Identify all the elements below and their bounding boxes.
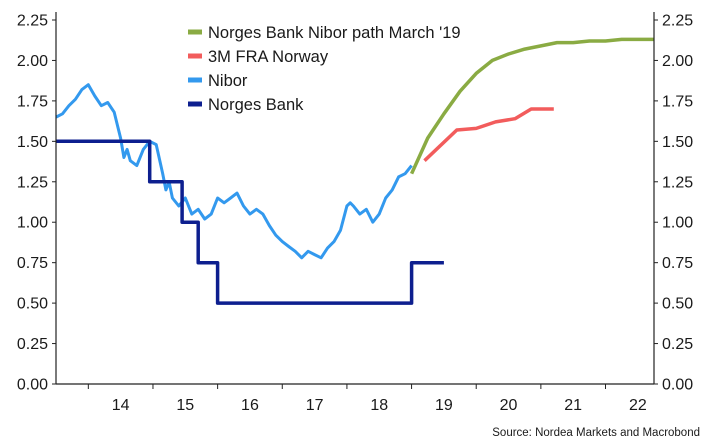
y-tick-label-left-7: 1.75 xyxy=(17,93,48,110)
y-tick-label-right-9: 2.25 xyxy=(662,13,693,30)
y-tick-label-right-8: 2.00 xyxy=(662,53,693,70)
y-tick-label-right-5: 1.25 xyxy=(662,174,693,191)
y-tick-label-left-1: 0.25 xyxy=(17,336,48,353)
y-tick-label-right-1: 0.25 xyxy=(662,336,693,353)
y-tick-label-left-8: 2.00 xyxy=(17,53,48,70)
x-tick-label-5: 19 xyxy=(435,397,453,414)
legend: Norges Bank Nibor path March '19 3M FRA N… xyxy=(188,24,461,114)
x-tick-label-1: 15 xyxy=(176,397,194,414)
y-tick-label-left-2: 0.50 xyxy=(17,296,48,313)
series-line-0 xyxy=(410,37,654,175)
x-tick-label-3: 17 xyxy=(306,397,324,414)
legend-label-2: Nibor xyxy=(208,72,248,90)
y-tick-label-right-7: 1.75 xyxy=(662,93,693,110)
x-tick-label-8: 22 xyxy=(629,397,647,414)
legend-label-1: 3M FRA Norway xyxy=(208,48,329,66)
series-line-1 xyxy=(423,107,554,162)
y-tick-label-right-3: 0.75 xyxy=(662,255,693,272)
series-line-3 xyxy=(56,139,444,305)
y-tick-label-right-2: 0.50 xyxy=(662,296,693,313)
y-tick-label-right-6: 1.50 xyxy=(662,134,693,151)
x-tick-label-6: 20 xyxy=(500,397,518,414)
y-tick-label-left-6: 1.50 xyxy=(17,134,48,151)
legend-label-0: Norges Bank Nibor path March '19 xyxy=(208,24,461,42)
y-tick-label-left-3: 0.75 xyxy=(17,255,48,272)
y-tick-label-right-0: 0.00 xyxy=(662,377,693,394)
y-tick-label-left-5: 1.25 xyxy=(17,174,48,191)
legend-label-3: Norges Bank xyxy=(208,96,304,114)
y-tick-label-left-0: 0.00 xyxy=(17,377,48,394)
x-tick-label-0: 14 xyxy=(112,397,130,414)
source-note: Source: Nordea Markets and Macrobond xyxy=(492,427,700,439)
series-layer xyxy=(55,37,654,305)
y-tick-label-left-9: 2.25 xyxy=(17,13,48,30)
x-tick-label-7: 21 xyxy=(564,397,582,414)
x-tick-label-4: 18 xyxy=(370,397,388,414)
series-line-2 xyxy=(55,83,413,260)
axes-layer: 0.00 0.00 0.25 0.25 0.50 0.50 0.75 0.75 1.00 1.00… xyxy=(17,12,693,414)
x-tick-label-2: 16 xyxy=(241,397,259,414)
y-tick-label-left-4: 1.00 xyxy=(17,215,48,232)
y-tick-label-right-4: 1.00 xyxy=(662,215,693,232)
